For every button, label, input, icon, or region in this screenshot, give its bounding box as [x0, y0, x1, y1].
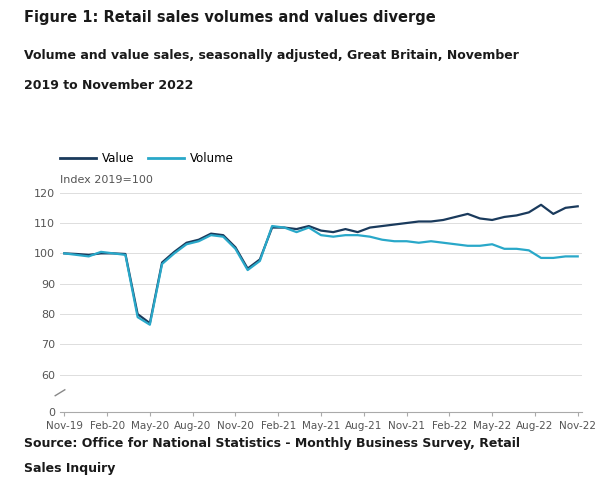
Text: Figure 1: Retail sales volumes and values diverge: Figure 1: Retail sales volumes and value…: [24, 10, 436, 25]
Text: 2019 to November 2022: 2019 to November 2022: [24, 79, 193, 91]
Text: Index 2019=100: Index 2019=100: [60, 174, 153, 185]
Text: Source: Office for National Statistics - Monthly Business Survey, Retail: Source: Office for National Statistics -…: [24, 437, 520, 450]
Text: Volume and value sales, seasonally adjusted, Great Britain, November: Volume and value sales, seasonally adjus…: [24, 49, 519, 62]
Text: Sales Inquiry: Sales Inquiry: [24, 462, 115, 474]
Legend: Value, Volume: Value, Volume: [55, 148, 238, 170]
